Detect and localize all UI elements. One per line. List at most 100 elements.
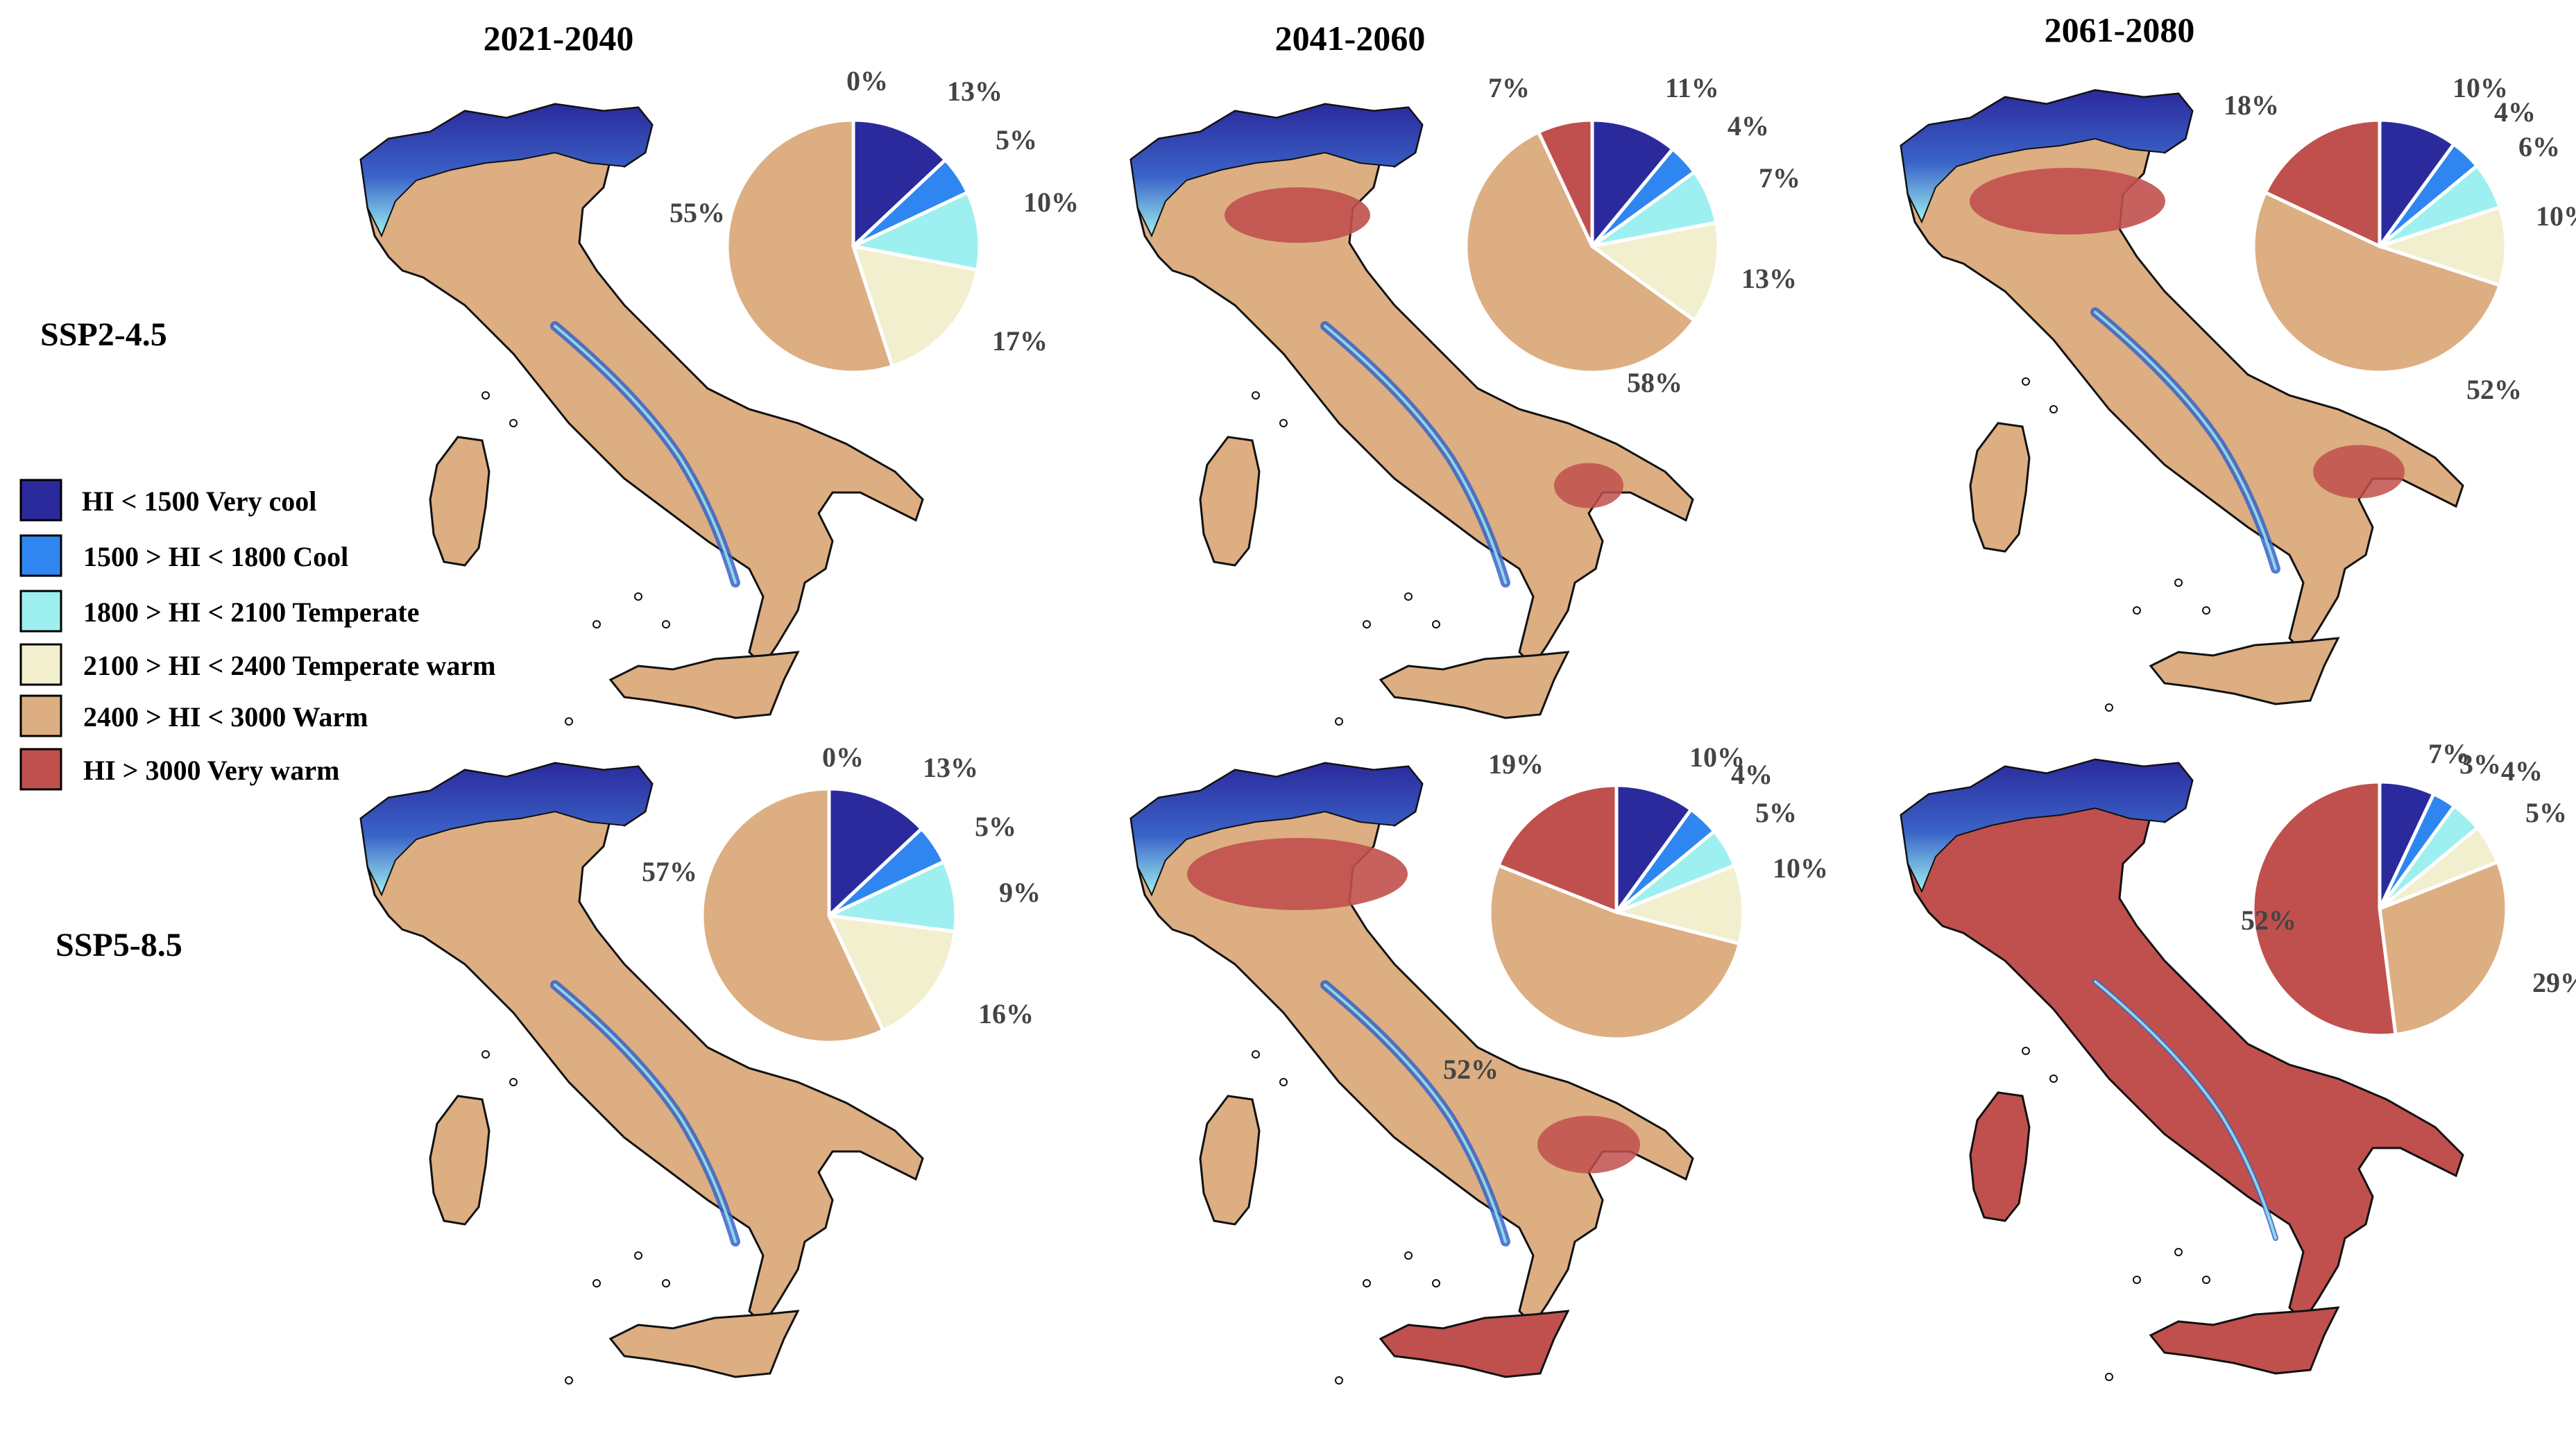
small-island-shape	[481, 1050, 490, 1059]
legend-label-temperate-warm: 2100 > HI < 2400 Temperate warm	[83, 650, 495, 681]
legend-swatch-warm	[19, 694, 62, 737]
apennines-temperate-zone	[1324, 984, 1507, 1243]
small-island-shape	[2105, 703, 2113, 712]
legend-swatch-temperate	[19, 590, 62, 633]
legend-label-very-cool: HI < 1500 Very cool	[75, 486, 316, 517]
sardinia-group	[1969, 1091, 2031, 1222]
small-island-shape	[2202, 1276, 2210, 1284]
pie-2-slice-5	[1464, 129, 1697, 375]
alps-cool-zone	[1129, 103, 1424, 238]
small-island-shape	[1252, 1050, 1260, 1059]
small-island-shape	[1252, 391, 1260, 400]
pie-3: 10%4%6%10%52%18%	[2224, 72, 2576, 405]
pie-5-slice-1	[1614, 783, 1694, 918]
legend-swatch-temperate-warm	[19, 643, 62, 686]
pies-layer: 13%5%10%17%55%0% 11%4%7%13%58%7% 10%4%6%10…	[642, 65, 2576, 1085]
small-island-shape	[1432, 620, 1440, 628]
period-title-1: 2021-2040	[484, 19, 634, 58]
very-warm-zone	[1554, 463, 1623, 508]
pie-4-label-1: 13%	[923, 752, 978, 783]
pie-1: 13% 5% 10% 17% 55% 0%	[669, 65, 1079, 375]
small-island-shape	[2133, 1276, 2141, 1284]
small-island-shape	[634, 592, 642, 601]
sardinia-group	[429, 436, 491, 567]
legend-swatch-very-cool	[19, 479, 62, 522]
small-island-shape	[2174, 579, 2183, 587]
small-island-shape	[1279, 419, 1288, 427]
small-island-shape	[2133, 606, 2141, 615]
small-island-shape	[1279, 1078, 1288, 1086]
small-island-shape	[2049, 405, 2058, 413]
sicily-shape	[2149, 637, 2340, 705]
pie-2-label-1: 11%	[1665, 72, 1719, 103]
very-warm-zone	[1187, 838, 1408, 910]
small-island-shape	[1363, 1279, 1371, 1287]
sicily-group	[608, 651, 800, 719]
pie-5-slice-4	[1610, 863, 1746, 946]
small-island-shape	[1335, 1376, 1343, 1385]
pie-6-slice-5	[2378, 859, 2509, 1037]
alps-cool-zone	[359, 762, 654, 897]
small-island-shape	[509, 1078, 518, 1086]
small-island-shape	[592, 1279, 601, 1287]
sardinia-shape	[1199, 1095, 1261, 1226]
apennines-temperate-zone	[1324, 325, 1507, 584]
scenario-label-ssp585: SSP5-8.5	[56, 927, 182, 963]
small-island-shape	[509, 419, 518, 427]
pie-6-label-5: 29%	[2532, 967, 2576, 998]
alps-cool-zone	[1900, 89, 2194, 224]
alps-cool-zone	[1129, 762, 1424, 897]
pie-1-label-6: 0%	[846, 65, 888, 96]
pie-4: 13% 5% 9% 16% 57% 0%	[642, 742, 1041, 1045]
pie-3-label-4: 10%	[2536, 200, 2576, 232]
pie-1-label-1: 13%	[947, 76, 1003, 107]
pie-2-slice-4	[1587, 220, 1721, 323]
small-island-shape	[2049, 1074, 2058, 1083]
sardinia-group	[429, 1095, 491, 1226]
small-island-shape	[481, 391, 490, 400]
sicily-shape	[608, 1310, 800, 1378]
pie-4-slice-5	[700, 787, 886, 1045]
pie-2-label-5: 58%	[1627, 367, 1682, 398]
small-island-shape	[1335, 717, 1343, 726]
apennines-temperate-zone	[554, 325, 737, 584]
pie-4-label-4: 16%	[978, 998, 1034, 1029]
pie-4-slice-4	[826, 913, 957, 1033]
map-panel-2	[1129, 103, 1694, 726]
legend-swatch-cool	[19, 534, 62, 577]
pie-2-label-6: 7%	[1488, 72, 1530, 103]
pie-4-slice-1	[827, 787, 924, 920]
pie-6-label-2: 3%	[2459, 748, 2501, 780]
pie-5-label-6: 19%	[1488, 748, 1544, 780]
pie-3-slice-4	[2373, 205, 2508, 288]
sicily-group	[2149, 637, 2340, 705]
small-island-shape	[662, 1279, 670, 1287]
pie-5-label-5: 52%	[1443, 1054, 1499, 1085]
pie-5-slice-6	[1496, 783, 1619, 915]
map-panel-6	[1900, 758, 2464, 1381]
pie-4-label-5: 57%	[642, 856, 697, 887]
small-island-shape	[2105, 1373, 2113, 1381]
pie-5-label-1: 10%	[1689, 742, 1745, 773]
sardinia-group	[1199, 436, 1261, 567]
map-panel-5	[1129, 762, 1694, 1385]
pie-2-slice-1	[1590, 118, 1675, 251]
pie-3-slice-6	[2262, 118, 2382, 249]
small-island-shape	[662, 620, 670, 628]
small-island-shape	[2174, 1248, 2183, 1256]
apennines-temperate-zone	[554, 984, 737, 1243]
pie-6-label-4: 5%	[2525, 797, 2567, 828]
sicily-group	[1379, 1310, 1570, 1378]
sicily-shape	[608, 651, 800, 719]
small-island-shape	[1363, 620, 1371, 628]
small-island-shape	[565, 717, 573, 726]
pie-4-slice-3	[823, 859, 958, 934]
pie-1-label-5: 55%	[669, 197, 725, 228]
apennines-temperate-zone	[2094, 311, 2277, 570]
pie-2-label-2: 4%	[1728, 110, 1769, 142]
pie-6-slice-6	[2251, 780, 2398, 1038]
small-island-shape	[565, 1376, 573, 1385]
pie-3-label-6: 18%	[2224, 89, 2279, 121]
legend-label-very-warm: HI > 3000 Very warm	[83, 755, 339, 786]
